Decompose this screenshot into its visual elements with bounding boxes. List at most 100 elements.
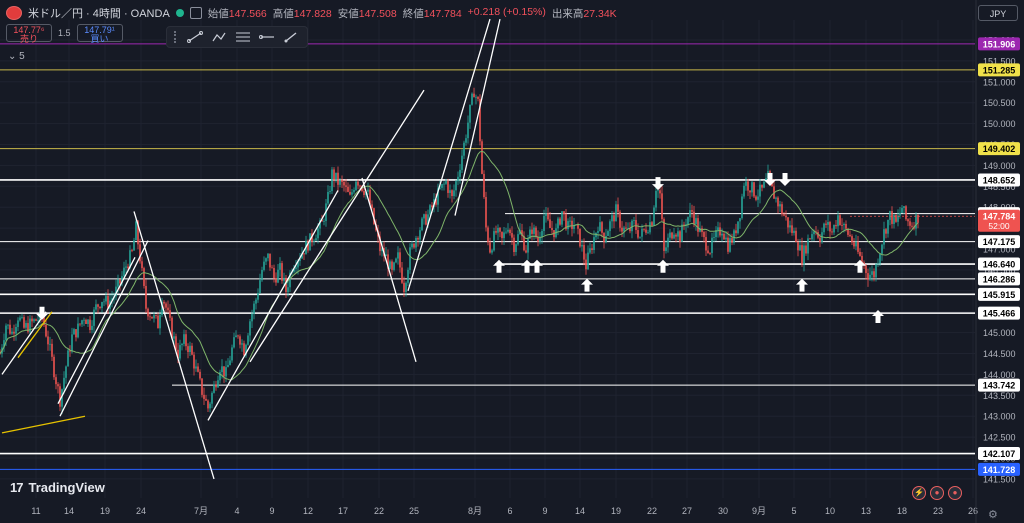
candle-body (457, 176, 459, 182)
candle-body (129, 250, 131, 269)
candle-body (403, 282, 405, 292)
candle-body (295, 267, 297, 269)
price-tick-label: 144.500 (983, 349, 1016, 359)
candle-body (587, 252, 589, 270)
ray-tool-icon[interactable] (258, 30, 276, 44)
drawing-toolbar (166, 26, 308, 48)
trendline (207, 190, 339, 421)
price-line-label: 143.742 (983, 381, 1016, 391)
calendar-icon[interactable] (189, 7, 202, 19)
candle-body (209, 403, 211, 409)
price-tick-label: 145.000 (983, 328, 1016, 338)
candle-body (875, 264, 877, 278)
trendline (407, 18, 491, 291)
candle-body (29, 318, 31, 332)
currency-select[interactable]: JPY (978, 5, 1018, 21)
candle-body (223, 366, 225, 377)
lightning-icon[interactable]: ⚡ (912, 486, 926, 500)
time-tick-label: 5 (791, 506, 796, 516)
candle-body (111, 298, 113, 301)
candle-body (687, 217, 689, 225)
brush-tool-icon[interactable] (282, 30, 300, 44)
candle-body (415, 237, 417, 248)
candle-body (733, 230, 735, 243)
candle-body (273, 268, 275, 279)
candle-body (645, 229, 647, 233)
candle-body (371, 204, 373, 209)
candle-body (525, 250, 527, 253)
candle-body (357, 181, 359, 186)
settings-gear-icon[interactable]: ⚙ (988, 509, 998, 521)
candle-body (107, 296, 109, 309)
down-arrow-marker (652, 177, 664, 191)
candle-body (665, 247, 667, 251)
candle-body (879, 253, 881, 264)
price-line-label: 141.728 (983, 465, 1016, 475)
candle-body (247, 335, 249, 345)
candle-body (817, 232, 819, 238)
trendline (454, 18, 501, 216)
candle-body (567, 221, 569, 230)
candle-body (643, 228, 645, 230)
candle-body (655, 190, 657, 208)
candle-body (869, 274, 871, 280)
candle-body (517, 234, 519, 245)
indicator-toggle[interactable]: ⌄ 5 (8, 51, 25, 62)
candle-body (121, 276, 123, 284)
candle-body (503, 232, 505, 239)
candle-body (891, 210, 893, 224)
candle-body (303, 253, 305, 255)
candle-body (189, 345, 191, 353)
up-arrow-marker (854, 259, 866, 273)
candle-body (797, 242, 799, 251)
candle-body (47, 336, 49, 345)
trendline-tool-icon[interactable] (186, 30, 204, 44)
candle-body (323, 220, 325, 222)
candle-body (491, 250, 493, 253)
candle-body (917, 214, 919, 223)
candle-body (117, 279, 119, 287)
candle-body (309, 233, 311, 251)
candle-body (867, 273, 869, 280)
candle-body (43, 315, 45, 325)
fib-tool-icon[interactable] (234, 30, 252, 44)
candle-body (561, 211, 563, 225)
candle-body (585, 259, 587, 270)
sell-button[interactable]: 147.77⁶ 売り (6, 24, 52, 44)
buy-button[interactable]: 147.79¹ 買い (76, 24, 123, 44)
candle-body (351, 192, 353, 195)
candle-body (897, 215, 899, 222)
candle-body (673, 234, 675, 239)
candle-body (719, 227, 721, 236)
candle-body (177, 349, 179, 359)
candle-body (31, 318, 33, 322)
candle-body (625, 227, 627, 229)
candle-body (275, 278, 277, 283)
candle-body (835, 225, 837, 227)
candle-body (901, 207, 903, 213)
candle-body (217, 380, 219, 388)
candle-body (727, 237, 729, 252)
candle-body (283, 277, 285, 281)
candle-body (131, 250, 133, 251)
time-tick-label: 19 (611, 506, 621, 516)
candle-body (53, 356, 55, 378)
price-tick-label: 144.000 (983, 370, 1016, 380)
candle-body (421, 218, 423, 231)
candle-body (317, 228, 319, 239)
candle-body (749, 190, 751, 193)
candle-body (825, 223, 827, 225)
candle-body (411, 243, 413, 248)
candle-body (761, 184, 763, 188)
candle-body (149, 316, 151, 318)
candle-body (581, 245, 583, 247)
candle-body (139, 244, 141, 262)
us-flag-icon-2[interactable]: ● (948, 486, 962, 500)
symbol-title[interactable]: 米ドル／円 · 4時間 · OANDA (28, 8, 170, 20)
us-flag-icon[interactable]: ● (930, 486, 944, 500)
path-tool-icon[interactable] (210, 30, 228, 44)
last-price-label: 147.784 (983, 212, 1016, 222)
drag-handle-icon[interactable] (174, 31, 180, 43)
candle-body (663, 219, 665, 251)
